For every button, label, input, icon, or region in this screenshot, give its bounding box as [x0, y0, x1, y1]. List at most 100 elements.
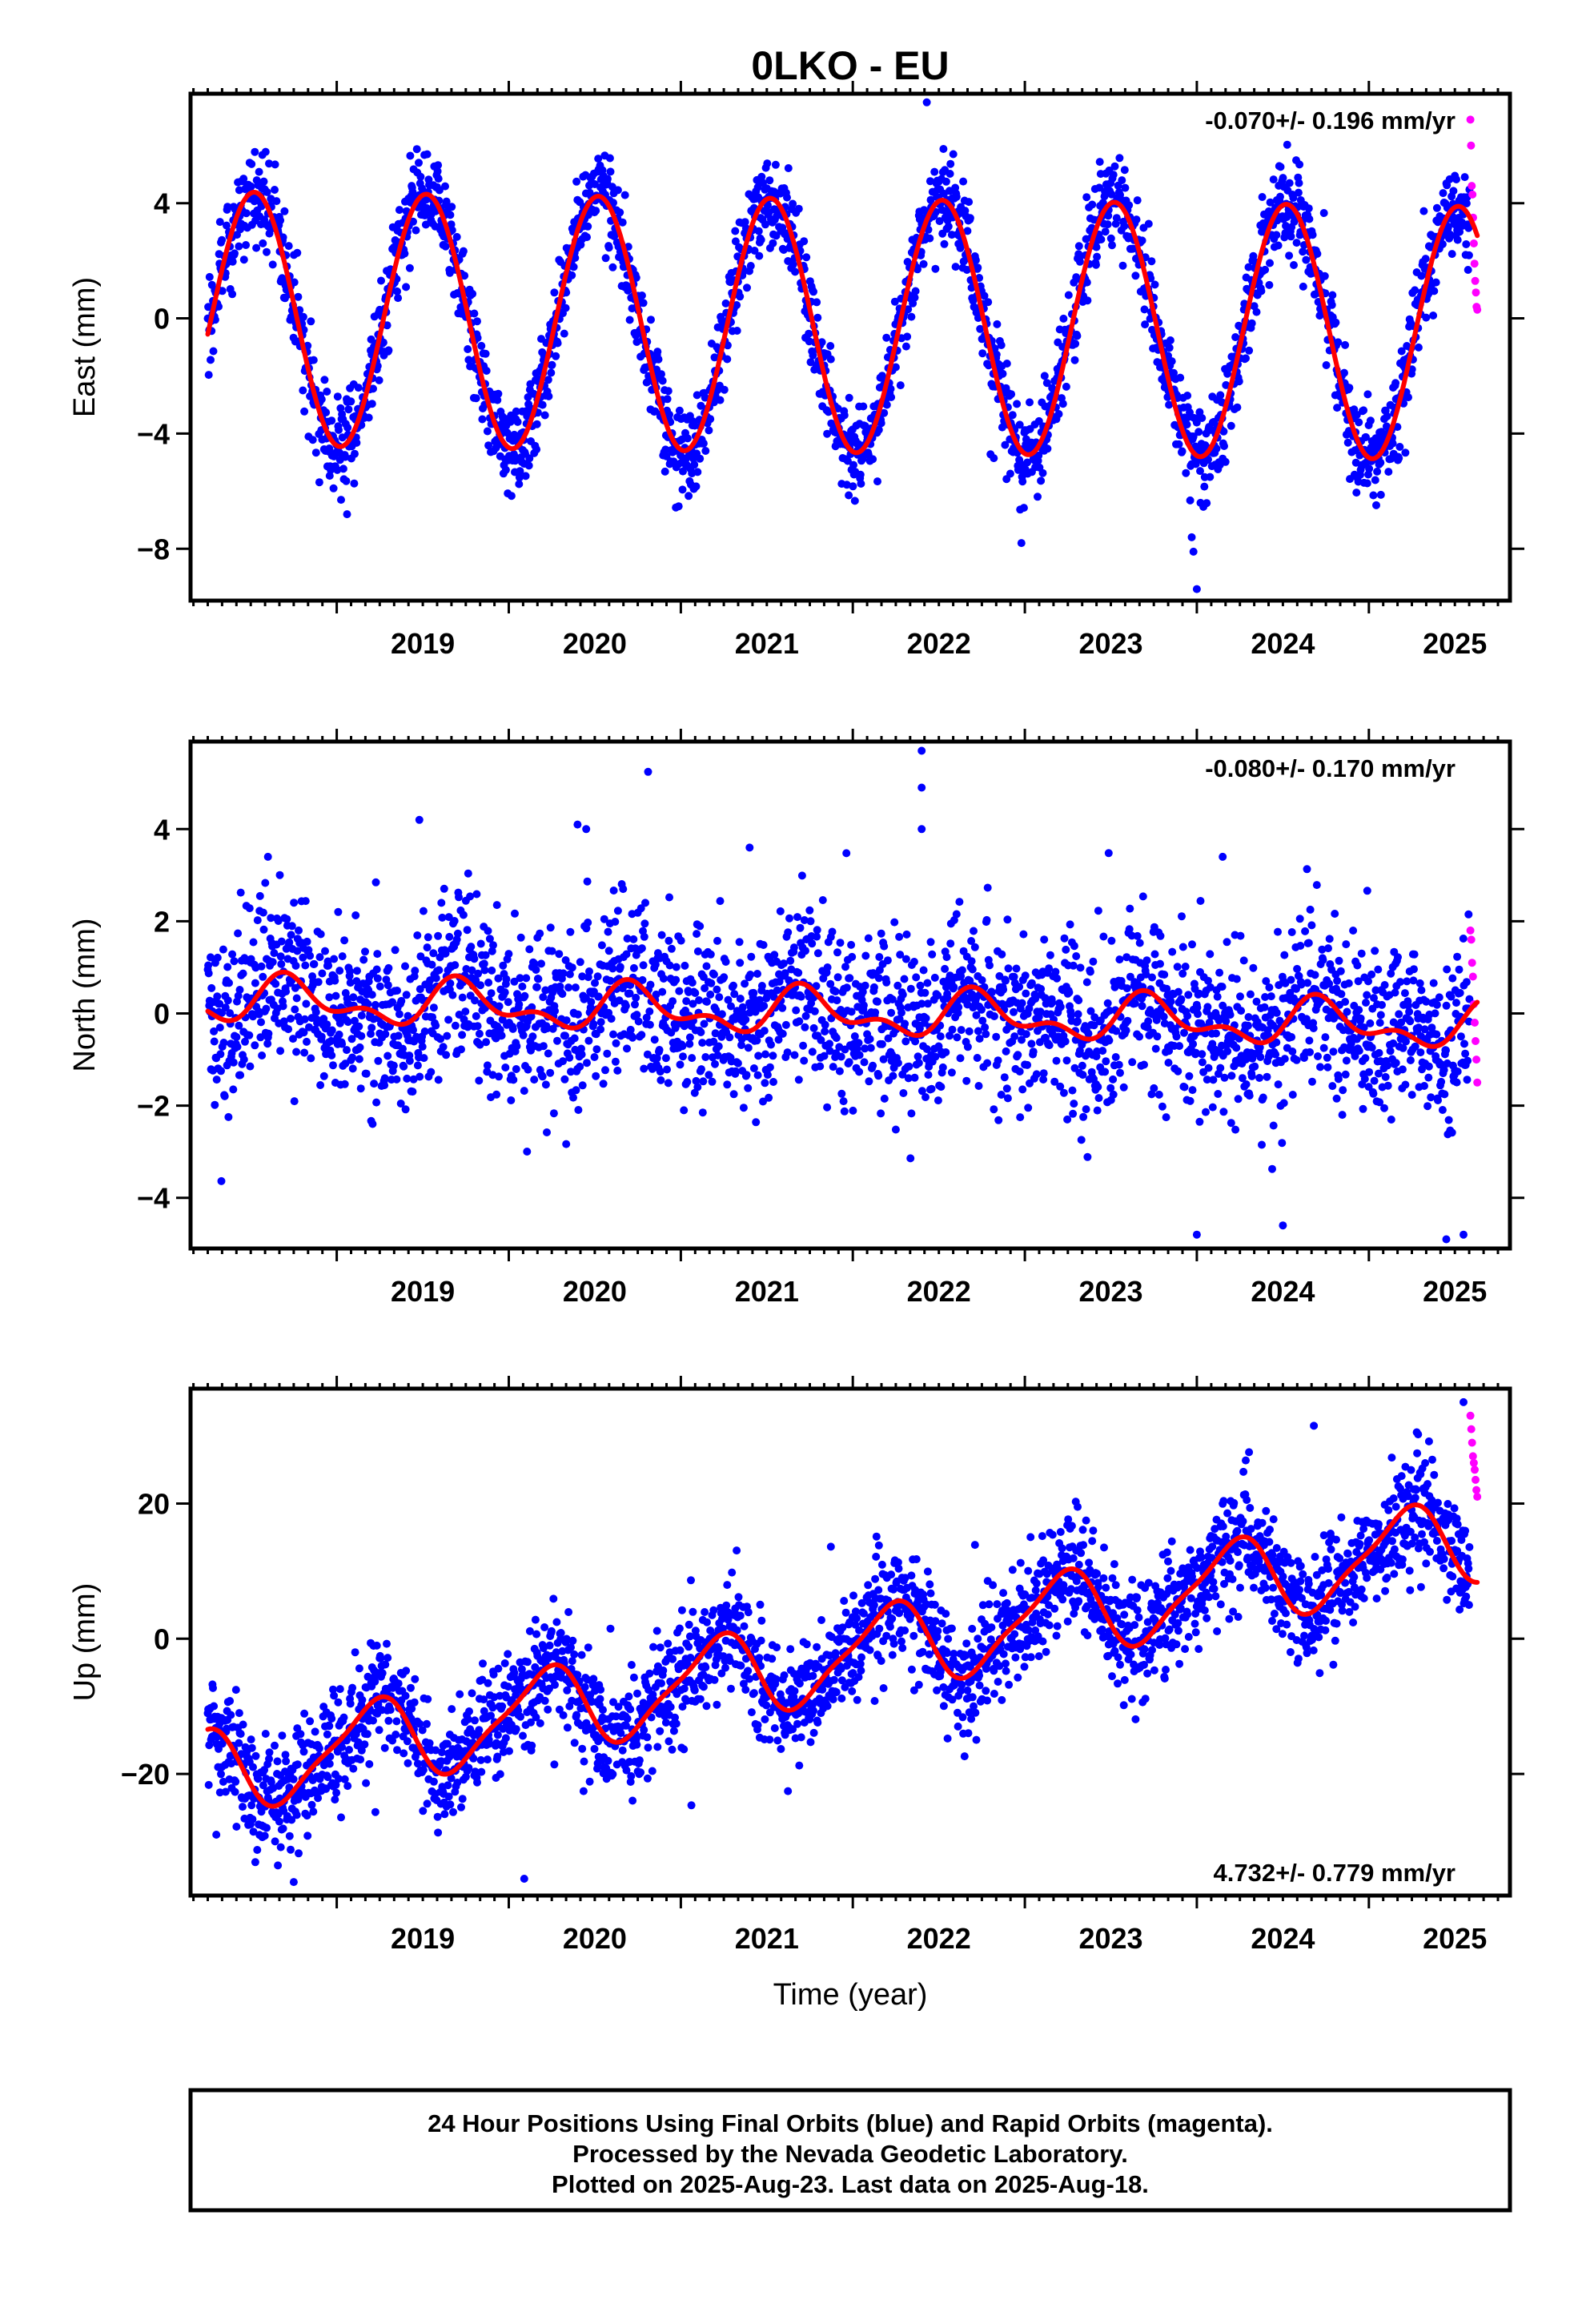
final-point — [1103, 220, 1112, 229]
plot-area-east — [203, 98, 1482, 593]
final-point — [1322, 361, 1331, 369]
final-point — [524, 461, 533, 470]
final-point — [562, 1140, 571, 1148]
final-point — [1186, 1096, 1195, 1105]
final-point — [547, 368, 556, 377]
final-point — [706, 950, 715, 959]
final-point — [433, 167, 442, 175]
final-point — [741, 979, 749, 988]
final-point — [661, 467, 669, 476]
final-point — [1094, 1083, 1102, 1092]
final-point — [538, 400, 547, 409]
final-point — [805, 329, 813, 338]
final-point — [235, 986, 244, 994]
final-point — [412, 226, 420, 235]
final-point — [219, 1039, 228, 1047]
final-point — [902, 930, 911, 939]
final-point — [1122, 1026, 1130, 1035]
final-point — [512, 1065, 520, 1073]
final-point — [432, 1021, 440, 1030]
final-point — [458, 993, 467, 1002]
final-point — [300, 407, 309, 416]
final-point — [998, 950, 1006, 959]
final-point — [683, 434, 692, 443]
final-point — [352, 438, 361, 447]
final-point — [440, 884, 448, 893]
final-point — [299, 386, 307, 395]
final-point — [368, 1120, 377, 1128]
final-point — [693, 468, 702, 476]
final-point — [1086, 967, 1094, 976]
final-point — [974, 314, 982, 322]
final-point — [525, 945, 534, 954]
final-point — [647, 316, 655, 324]
final-point — [895, 932, 904, 941]
final-point — [880, 1094, 889, 1103]
final-point — [720, 385, 729, 394]
final-point — [1242, 1080, 1251, 1088]
final-point — [236, 888, 245, 897]
final-point — [293, 248, 302, 257]
final-point — [1079, 1112, 1088, 1121]
final-point — [723, 355, 732, 364]
final-point — [981, 1023, 990, 1031]
final-point — [427, 1068, 436, 1076]
final-point — [1372, 501, 1380, 509]
final-point — [287, 922, 296, 931]
final-point — [790, 1051, 799, 1059]
final-point — [371, 878, 380, 887]
final-point — [940, 239, 949, 248]
final-point — [478, 415, 487, 424]
final-point — [1198, 1058, 1207, 1067]
final-point — [1299, 282, 1307, 291]
final-point — [882, 333, 891, 342]
final-point — [952, 192, 961, 201]
final-point — [349, 993, 358, 1002]
final-point — [516, 933, 525, 942]
final-point — [741, 1015, 750, 1024]
final-point — [211, 1100, 219, 1109]
final-point — [544, 1049, 552, 1058]
final-point — [921, 1093, 930, 1101]
final-point — [477, 341, 486, 350]
final-point — [1082, 1105, 1090, 1114]
final-point — [840, 411, 849, 420]
final-point — [809, 287, 817, 296]
final-point — [1192, 585, 1201, 593]
final-point — [757, 172, 766, 181]
final-point — [1233, 403, 1242, 412]
final-point — [412, 145, 421, 154]
final-point — [813, 298, 821, 307]
final-point — [639, 961, 648, 970]
final-point — [512, 407, 520, 416]
final-point — [475, 1029, 484, 1038]
final-point — [383, 321, 391, 330]
final-point — [539, 993, 548, 1002]
y-axis-label: East (mm) — [68, 277, 102, 417]
final-point — [1391, 379, 1400, 388]
final-point — [826, 355, 835, 364]
final-point — [1188, 1086, 1197, 1095]
final-point — [1156, 931, 1165, 940]
final-point — [1232, 1043, 1241, 1052]
final-point — [824, 408, 833, 416]
final-point — [459, 247, 468, 255]
final-point — [374, 1056, 383, 1065]
final-point — [383, 981, 392, 990]
final-point — [276, 1047, 285, 1055]
final-point — [962, 1076, 971, 1085]
final-point — [1070, 1100, 1078, 1108]
final-point — [1162, 1113, 1170, 1122]
final-point — [1236, 992, 1244, 1001]
final-point — [1141, 320, 1150, 329]
final-point — [207, 983, 216, 992]
final-point — [1122, 984, 1131, 993]
final-point — [1189, 547, 1198, 556]
final-point — [596, 1018, 605, 1027]
final-point — [1178, 969, 1187, 978]
final-point — [1017, 539, 1026, 548]
final-point — [423, 150, 432, 159]
final-point — [663, 395, 672, 404]
final-point — [259, 925, 268, 934]
final-point — [1003, 915, 1012, 924]
